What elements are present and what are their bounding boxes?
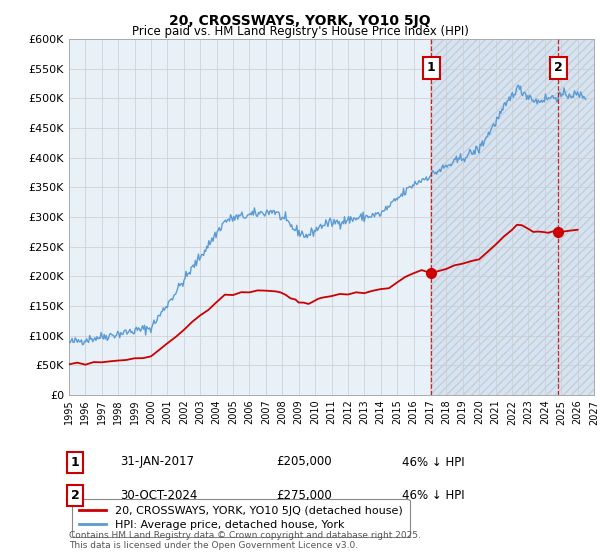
Text: 31-JAN-2017: 31-JAN-2017 [120,455,194,469]
Text: Price paid vs. HM Land Registry's House Price Index (HPI): Price paid vs. HM Land Registry's House … [131,25,469,38]
Text: 1: 1 [427,61,436,74]
Legend: 20, CROSSWAYS, YORK, YO10 5JQ (detached house), HPI: Average price, detached hou: 20, CROSSWAYS, YORK, YO10 5JQ (detached … [72,499,410,537]
Text: 1: 1 [71,455,79,469]
Bar [431,39,594,395]
Text: 30-OCT-2024: 30-OCT-2024 [120,489,197,502]
Text: £275,000: £275,000 [276,489,332,502]
Text: £205,000: £205,000 [276,455,332,469]
Text: 46% ↓ HPI: 46% ↓ HPI [402,489,464,502]
Text: 2: 2 [71,489,79,502]
Bar [431,39,594,395]
Text: Contains HM Land Registry data © Crown copyright and database right 2025.
This d: Contains HM Land Registry data © Crown c… [69,530,421,550]
Text: 2: 2 [554,61,563,74]
Text: 20, CROSSWAYS, YORK, YO10 5JQ: 20, CROSSWAYS, YORK, YO10 5JQ [169,14,431,28]
Text: 46% ↓ HPI: 46% ↓ HPI [402,455,464,469]
